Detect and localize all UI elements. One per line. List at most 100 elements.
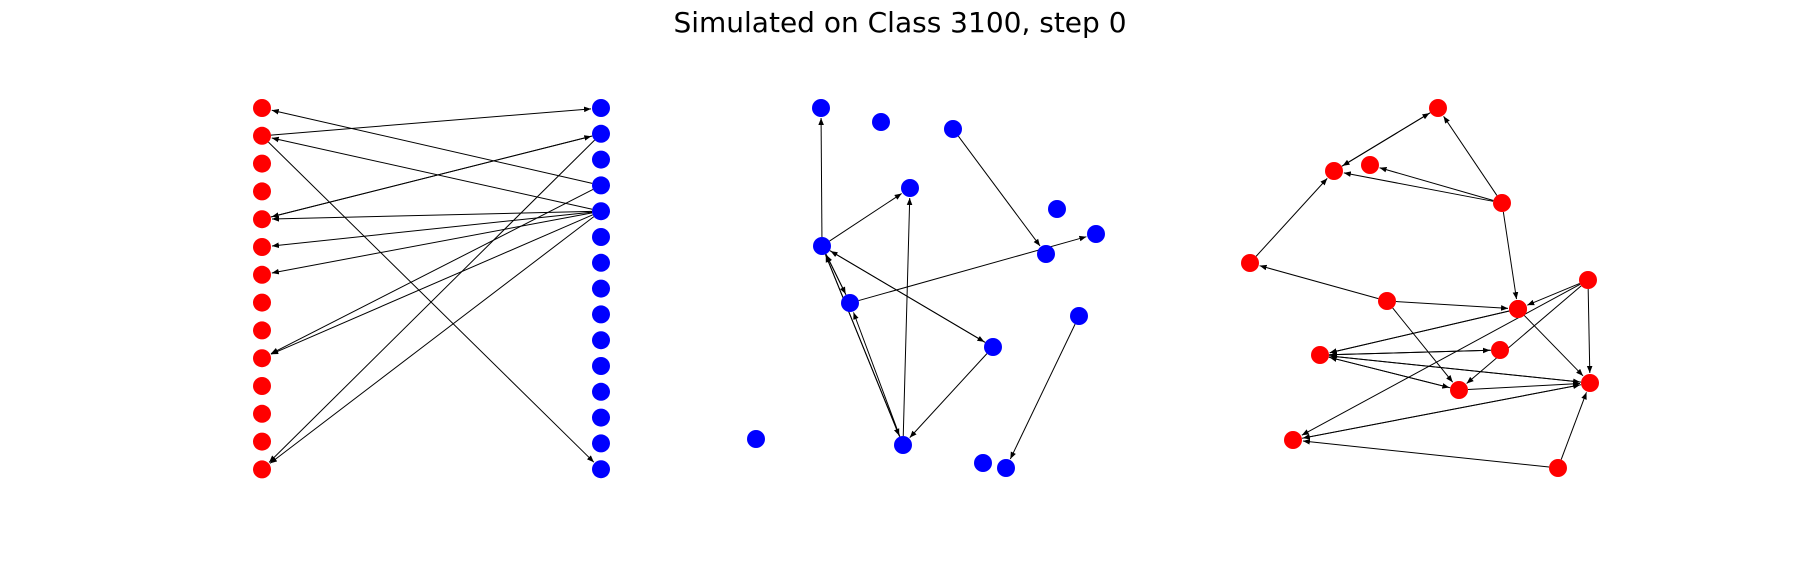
node-r9	[253, 349, 271, 368]
edge-r1-to-b0	[270, 106, 592, 136]
node-m10	[1581, 374, 1599, 392]
node-b7	[592, 279, 610, 298]
node-b11	[592, 382, 610, 401]
edge-b1-to-r13	[268, 139, 595, 463]
edge-m3-to-m2	[1379, 167, 1494, 201]
edge-m9-to-m8	[1329, 310, 1510, 354]
edge-m6-to-m4	[1259, 264, 1379, 300]
node-b5	[592, 228, 610, 246]
node-b9	[592, 331, 610, 350]
node-m14	[1549, 459, 1567, 477]
node-r11	[253, 404, 271, 423]
edge-n12-to-n7	[825, 255, 901, 437]
node-m6	[1378, 292, 1396, 310]
edge-m0-to-m1	[1342, 112, 1431, 167]
node-m9	[1509, 300, 1527, 318]
node-n9	[841, 294, 859, 312]
node-b13	[592, 434, 610, 453]
edge-n10-to-n7	[830, 250, 986, 343]
node-r13	[253, 460, 271, 479]
node-r7	[253, 293, 271, 312]
node-b14	[592, 460, 610, 479]
edge-b3-to-r0	[271, 109, 593, 184]
edge-m3-to-m1	[1343, 171, 1494, 202]
node-m8	[1311, 346, 1329, 364]
edge-n10-to-n12	[909, 353, 988, 438]
edge-n7-to-n0	[818, 117, 824, 238]
node-r12	[253, 432, 271, 451]
edge-b4-to-r9	[270, 214, 593, 355]
edge-m4-to-m1	[1255, 178, 1328, 257]
edge-m11-to-m10	[1467, 381, 1581, 391]
node-n7	[813, 237, 831, 255]
node-n5	[1087, 225, 1105, 243]
node-n1	[872, 113, 890, 131]
edge-m13-to-m8	[1329, 349, 1492, 358]
edge-n7-to-n3	[829, 193, 902, 242]
red-graph	[1241, 99, 1599, 477]
node-n4	[1048, 200, 1066, 218]
edge-n12-to-n3	[902, 197, 913, 437]
node-n2	[944, 120, 962, 138]
edge-m14-to-m12	[1302, 439, 1550, 468]
edge-b4-to-r4	[271, 210, 593, 222]
edge-b4-to-r5	[271, 211, 593, 248]
edge-m3-to-m7	[1502, 211, 1519, 300]
node-m12	[1284, 431, 1302, 449]
edge-m6-to-m11	[1392, 307, 1454, 383]
node-m13	[1491, 341, 1509, 359]
edge-m5-to-m12	[1301, 283, 1581, 436]
node-n11	[747, 430, 765, 448]
edge-b3-to-r9	[270, 189, 594, 355]
node-n13	[974, 454, 992, 472]
edge-m7-to-m10	[1523, 315, 1584, 377]
node-m1	[1325, 162, 1343, 180]
node-b6	[592, 253, 610, 272]
node-m11	[1450, 381, 1468, 399]
node-n0	[812, 99, 830, 117]
edge-b4-to-r1	[271, 136, 593, 210]
edge-n9-to-n5	[858, 235, 1087, 302]
node-r4	[253, 210, 271, 229]
node-r8	[253, 321, 271, 340]
node-r10	[253, 377, 271, 395]
edge-m8-to-m10	[1328, 355, 1581, 385]
node-b12	[592, 408, 610, 427]
edge-m12-to-m10	[1301, 383, 1581, 439]
blue-graph	[747, 99, 1105, 477]
figure-title: Simulated on Class 3100, step 0	[673, 6, 1127, 39]
node-r0	[253, 99, 271, 117]
edge-m6-to-m9	[1395, 301, 1509, 311]
node-r1	[253, 126, 271, 145]
node-m2	[1361, 156, 1379, 174]
node-b1	[592, 124, 610, 143]
node-r6	[253, 265, 271, 284]
edge-m8-to-m11	[1328, 356, 1450, 389]
node-n8	[1070, 307, 1088, 325]
node-m4	[1241, 254, 1259, 272]
node-r5	[253, 238, 271, 256]
node-n6	[1037, 245, 1055, 263]
node-b2	[592, 150, 610, 169]
node-b10	[592, 357, 610, 375]
node-r2	[253, 154, 271, 173]
edge-b4-to-r13	[269, 216, 595, 464]
node-m5	[1579, 271, 1597, 289]
node-b0	[592, 99, 610, 117]
node-b4	[592, 202, 610, 221]
node-m3	[1493, 194, 1511, 212]
edge-m5-to-m10	[1586, 288, 1593, 374]
node-n3	[901, 179, 919, 197]
edge-n12-to-n9	[853, 312, 901, 437]
node-b8	[592, 305, 610, 324]
node-n14	[997, 459, 1015, 477]
edge-r4-to-b1	[270, 135, 592, 218]
node-n10	[984, 338, 1002, 356]
edge-m14-to-m10	[1560, 392, 1587, 460]
edge-n2-to-n6	[957, 135, 1041, 247]
node-r3	[253, 182, 271, 201]
edge-m5-to-m7	[1527, 282, 1580, 306]
node-b3	[592, 176, 610, 195]
edge-n8-to-n14	[1009, 323, 1076, 460]
